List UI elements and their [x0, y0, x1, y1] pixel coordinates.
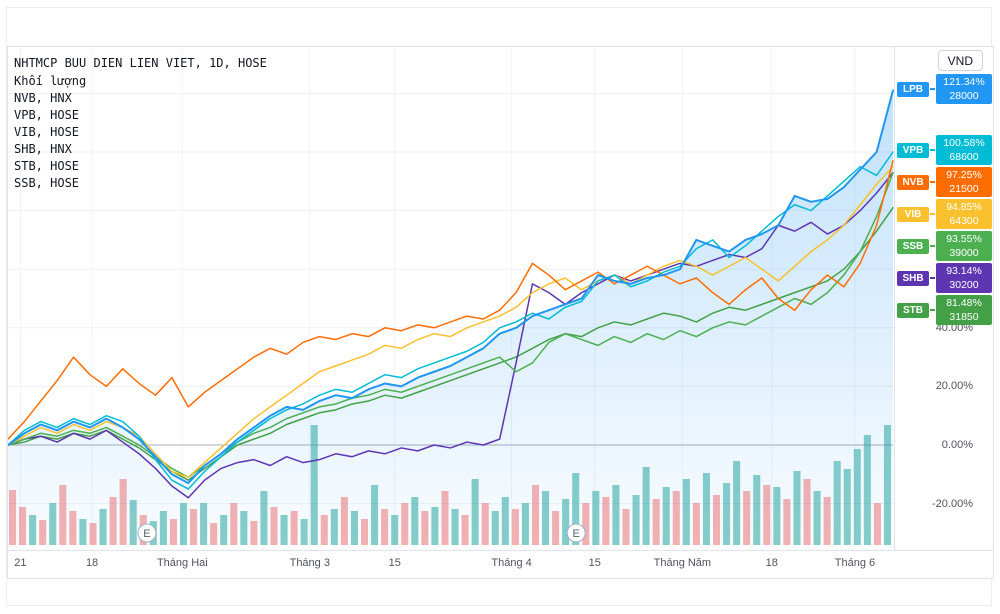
badge-price: 30200 — [949, 279, 979, 292]
legend-item[interactable]: STB, HOSE — [14, 159, 80, 173]
badge-connector — [930, 245, 935, 248]
price-badge-shb[interactable]: SHB 93.14% 30200 — [897, 263, 992, 294]
time-scale-label: Tháng 6 — [834, 557, 876, 569]
ticker-chip: VIB — [897, 206, 929, 222]
ticker-chip: STB — [897, 302, 929, 318]
badge-price: 68600 — [949, 151, 979, 164]
chart-title[interactable]: NHTMCP BUU DIEN LIEN VIET, 1D, HOSE — [14, 56, 267, 70]
time-scale-label: 15 — [388, 557, 401, 569]
badge-connector — [930, 149, 935, 152]
time-scale-label: 18 — [765, 557, 778, 569]
ticker-chip: SSB — [897, 238, 929, 254]
badge-connector — [930, 277, 935, 280]
area-fill-lpb — [8, 90, 893, 545]
badge-values: 94.85% 64300 — [936, 199, 992, 230]
price-axis[interactable]: 40.00% 20.00% 0.00% -20.00% LPB 121.34% 28000 V… — [894, 47, 993, 550]
badge-values: 100.58% 68600 — [936, 135, 992, 166]
time-scale-label: 18 — [85, 557, 99, 569]
price-scale-label: -20.00% — [932, 497, 973, 510]
price-badge-nvb[interactable]: NVB 97.25% 21500 — [897, 167, 992, 198]
earnings-event-icon[interactable]: E — [566, 523, 586, 543]
series-line-lpb[interactable] — [8, 89, 894, 485]
earnings-event-icon[interactable]: E — [137, 523, 157, 543]
svg-text:E: E — [572, 528, 579, 540]
price-badge-vib[interactable]: VIB 94.85% 64300 — [897, 199, 992, 230]
legend-items: Khối lượng NVB, HNX VPB, HOSE VIB, HOSE SHB,… — [14, 73, 267, 192]
badge-price: 64300 — [949, 215, 979, 228]
ticker-chip: LPB — [897, 81, 929, 97]
badge-change: 93.14% — [946, 265, 982, 278]
badge-price: 21500 — [949, 183, 979, 196]
svg-text:E: E — [143, 528, 150, 540]
price-badge-vpb[interactable]: VPB 100.58% 68600 — [897, 135, 992, 166]
badge-values: 97.25% 21500 — [936, 167, 992, 198]
time-scale-label: Tháng 4 — [491, 557, 532, 569]
time-scale-label: Tháng 3 — [289, 557, 330, 569]
price-badge-lpb[interactable]: LPB 121.34% 28000 — [897, 74, 992, 105]
legend-item[interactable]: VPB, HOSE — [14, 108, 80, 122]
ticker-chip: NVB — [897, 174, 929, 190]
badge-price: 39000 — [949, 247, 979, 260]
ticker-chip: VPB — [897, 142, 929, 158]
legend-item[interactable]: Khối lượng — [14, 74, 87, 88]
badge-values: 93.14% 30200 — [936, 263, 992, 294]
badge-connector — [930, 181, 935, 184]
legend-item[interactable]: SSB, HOSE — [14, 176, 80, 190]
chart-legend: NHTMCP BUU DIEN LIEN VIET, 1D, HOSE Khối… — [14, 55, 267, 192]
series-line-vib[interactable] — [8, 165, 894, 478]
price-scale-label: 0.00% — [941, 439, 973, 451]
badge-connector — [930, 309, 935, 312]
time-scale-label: Tháng Hai — [156, 557, 208, 569]
badge-change: 81.48% — [946, 297, 982, 310]
badge-change: 97.25% — [946, 169, 982, 182]
badge-change: 94.85% — [946, 201, 982, 214]
currency-toggle-button[interactable]: VND — [937, 50, 983, 71]
badge-values: 121.34% 28000 — [936, 74, 992, 105]
badge-connector — [930, 213, 935, 216]
ticker-chip: SHB — [897, 270, 929, 286]
badge-change: 93.55% — [946, 233, 982, 246]
price-badge-stb[interactable]: STB 81.48% 31850 — [897, 295, 992, 326]
badge-price: 31850 — [949, 311, 979, 324]
badge-connector — [930, 88, 935, 91]
legend-item[interactable]: NVB, HNX — [14, 91, 72, 105]
series-line-nvb[interactable] — [8, 160, 894, 440]
price-badge-ssb[interactable]: SSB 93.55% 39000 — [897, 231, 992, 262]
badge-price: 28000 — [949, 90, 979, 103]
badge-values: 93.55% 39000 — [936, 231, 992, 262]
time-scale-label: 21 — [14, 557, 27, 569]
series-line-vpb[interactable] — [8, 151, 894, 490]
legend-item[interactable]: VIB, HOSE — [14, 125, 80, 139]
legend-item[interactable]: SHB, HNX — [14, 142, 72, 156]
badge-values: 81.48% 31850 — [936, 295, 992, 326]
time-axis[interactable]: 21 18 Tháng Hai Tháng 3 15 Tháng 4 15 Tháng Năm… — [8, 550, 993, 578]
badge-change: 121.34% — [943, 76, 985, 89]
price-scale-label: 20.00% — [935, 380, 973, 393]
badge-change: 100.58% — [943, 137, 985, 150]
time-scale-label: Tháng Năm — [653, 557, 712, 569]
time-scale-label: 15 — [588, 557, 601, 569]
